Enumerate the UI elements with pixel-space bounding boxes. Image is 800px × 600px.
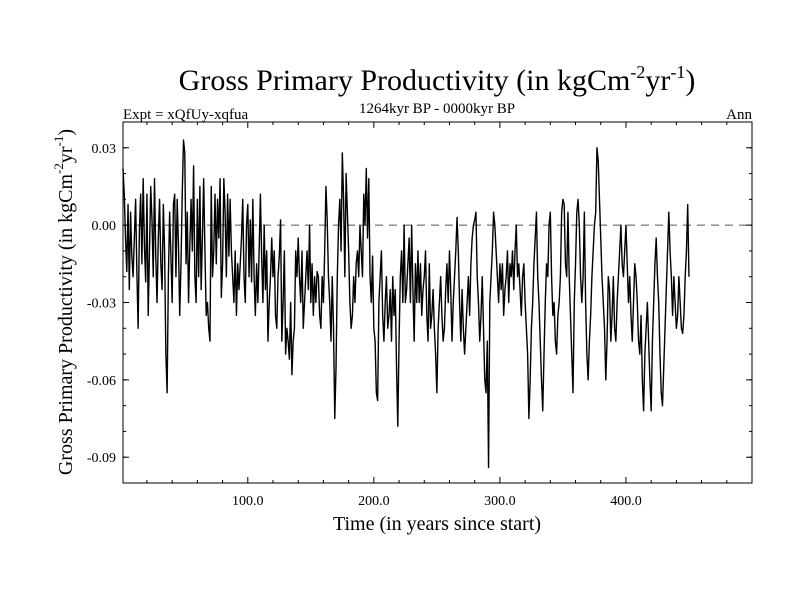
y-tick-label: 0.03 xyxy=(92,142,117,157)
y-tick-label: -0.06 xyxy=(87,374,116,389)
season-label: Ann xyxy=(726,107,752,123)
series-line-gpp xyxy=(122,139,690,469)
y-axis-ticks: 0.03 0.00 -0.03 -0.06 -0.09 xyxy=(87,142,752,466)
y-tick-label: -0.03 xyxy=(87,297,116,312)
y-tick-label: 0.00 xyxy=(92,219,117,234)
x-tick-label: 200.0 xyxy=(358,494,390,509)
y-tick-label: -0.09 xyxy=(87,451,116,466)
x-tick-label: 100.0 xyxy=(232,494,264,509)
x-axis-ticks: 100.0 200.0 300.0 400.0 xyxy=(146,122,728,509)
experiment-label: Expt = xQfUy-xqfua xyxy=(123,107,248,123)
x-tick-label: 300.0 xyxy=(484,494,516,509)
x-axis-label: Time (in years since start) xyxy=(333,513,541,535)
chart-subtitle: 1264kyr BP - 0000kyr BP xyxy=(359,101,515,117)
x-tick-label: 400.0 xyxy=(610,494,642,509)
y-axis-label: Gross Primary Productivity (in kgCm-2yr-… xyxy=(51,129,77,475)
plot-frame xyxy=(122,121,753,484)
chart-title: Gross Primary Productivity (in kgCm-2yr-… xyxy=(179,62,696,97)
